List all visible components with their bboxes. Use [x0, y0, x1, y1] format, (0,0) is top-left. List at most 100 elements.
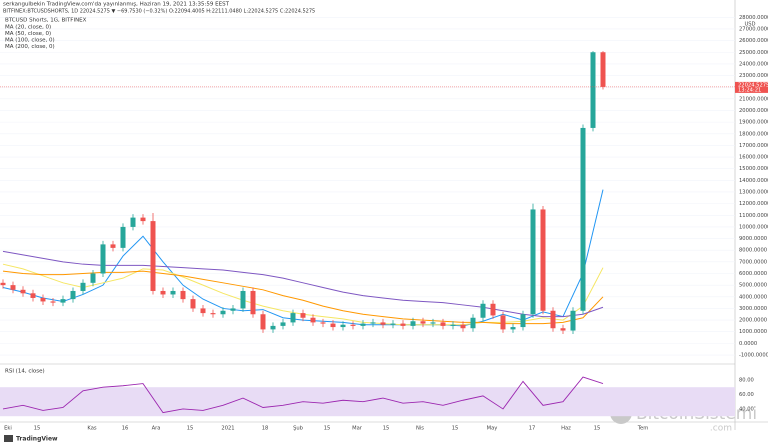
rsi-band: [0, 387, 735, 417]
y-tick-label: 6000.0000: [739, 271, 767, 277]
candle-body: [10, 285, 16, 290]
candle-body: [40, 297, 46, 302]
watermark-suffix: .com: [710, 424, 732, 434]
y-tick-label: 1000.0000: [739, 329, 767, 335]
candle-body: [150, 221, 156, 291]
candle-body: [270, 325, 276, 330]
candle-body: [410, 321, 416, 326]
y-tick-label: 4000.0000: [739, 294, 767, 300]
y-tick-label: 9000.0000: [739, 236, 767, 242]
x-tick-label: Tem: [637, 426, 649, 432]
x-tick-label: Haz: [561, 426, 571, 432]
y-tick-label: 14000.0000: [739, 178, 768, 184]
candle-body: [530, 209, 536, 315]
y-tick-label: 15000.0000: [739, 166, 768, 172]
candle-body: [50, 301, 56, 303]
candle-body: [470, 317, 476, 329]
candle-body: [390, 323, 396, 325]
x-tick-label: Eki: [4, 426, 12, 432]
candle-body: [280, 322, 286, 326]
logo: TradingView: [16, 436, 58, 443]
y-tick-label: 2000.0000: [739, 318, 767, 324]
candle-body: [190, 299, 196, 309]
candle-body: [570, 310, 576, 331]
candle-body: [290, 313, 296, 323]
candle-body: [200, 308, 206, 314]
candle-body: [180, 290, 186, 300]
x-tick-label: 15: [324, 426, 331, 432]
y-tick-label: 24000.0000: [739, 61, 768, 67]
x-tick-label: Kas: [87, 426, 96, 432]
y-tick-label: 3000.0000: [739, 306, 767, 312]
x-tick-label: 15: [594, 426, 601, 432]
candle-body: [330, 323, 336, 328]
candle-body: [360, 323, 366, 326]
x-tick-label: 17: [529, 426, 536, 432]
y-tick-label: 18000.0000: [739, 131, 768, 137]
candle-body: [420, 321, 426, 324]
candle-body: [310, 317, 316, 323]
legend-entry: MA (200, close, 0): [5, 44, 55, 50]
legend-entry: MA (50, close, 0): [5, 31, 51, 37]
x-tick-label: 15: [187, 426, 194, 432]
candle-body: [220, 310, 226, 315]
symbol-line: BITFINEX:BTCUSDSHORTS, 1D 22024.5275 ▼ −…: [3, 9, 315, 15]
candle-body: [140, 217, 146, 222]
x-tick-label: Ara: [152, 426, 161, 432]
candle-body: [540, 209, 546, 311]
candle-body: [480, 303, 486, 318]
y-tick-label: 5000.0000: [739, 283, 767, 289]
x-tick-label: 16: [122, 426, 129, 432]
y-tick-label: 13000.0000: [739, 189, 768, 195]
x-tick-label: Şub: [293, 426, 304, 432]
last-price-label: 22024.5275: [738, 82, 768, 88]
legend-entry: MA (20, close, 0): [5, 25, 51, 31]
x-tick-label: 2021: [221, 426, 234, 432]
y-tick-label: 25000.0000: [739, 50, 768, 56]
candle-body: [370, 322, 376, 324]
currency: USD: [744, 22, 755, 28]
x-tick-label: 15: [452, 426, 459, 432]
y-tick-label: 60.00: [739, 392, 754, 398]
x-tick-label: May: [487, 426, 498, 432]
candle-body: [400, 323, 406, 326]
y-tick-label: 40.00: [739, 406, 754, 412]
candle-body: [520, 314, 526, 328]
legend-entry: MA (100, close, 0): [5, 38, 55, 44]
y-tick-label: 7000.0000: [739, 259, 767, 265]
candle-body: [460, 324, 466, 329]
rsi-title: RSI (14, close): [5, 369, 45, 375]
candle-body: [170, 290, 176, 295]
y-tick-label: 12000.0000: [739, 201, 768, 207]
candle-body: [580, 127, 586, 311]
candle-body: [60, 299, 66, 303]
y-tick-label: 27000.0000: [739, 26, 768, 32]
candle-body: [490, 303, 496, 316]
logo-icon: [4, 435, 13, 442]
candle-body: [320, 322, 326, 324]
y-tick-label: 80.00: [739, 377, 754, 383]
author-line: serkangulbekin TradingView.com'da yayınl…: [3, 2, 230, 8]
candle-body: [210, 313, 216, 315]
candle-body: [80, 282, 86, 291]
y-tick-label: 23000.0000: [739, 73, 768, 79]
y-tick-label: 28000.0000: [739, 15, 768, 21]
candle-body: [0, 282, 6, 286]
candle-body: [340, 324, 346, 328]
main-title: BTCUSD Shorts, 1G, BITFINEX: [5, 18, 87, 24]
candle-body: [250, 290, 256, 315]
candle-body: [510, 327, 516, 330]
candle-body: [110, 244, 116, 248]
candle-body: [600, 52, 606, 87]
candle-body: [100, 244, 106, 274]
x-tick-label: 18: [262, 426, 269, 432]
candle-body: [260, 314, 266, 330]
y-tick-label: -1000.0000: [739, 353, 768, 359]
countdown: 13:24:21: [738, 87, 761, 93]
candle-body: [70, 290, 76, 300]
candle-body: [430, 322, 436, 324]
candle-body: [560, 328, 566, 331]
candle-body: [30, 293, 36, 298]
